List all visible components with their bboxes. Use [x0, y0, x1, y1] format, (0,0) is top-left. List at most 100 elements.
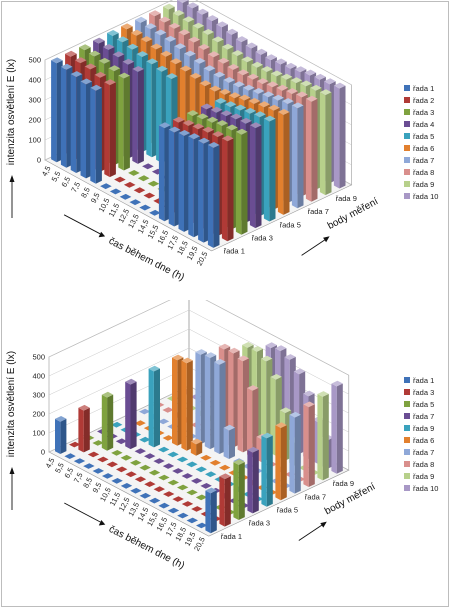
bar-top — [247, 385, 259, 391]
bar-top — [275, 58, 287, 65]
bar-top — [182, 120, 195, 126]
bar-top — [310, 84, 322, 91]
bar-base — [186, 489, 198, 496]
legend-label: řada 6 — [413, 436, 434, 445]
bar-top — [158, 122, 171, 129]
bar-top — [230, 113, 242, 120]
bar — [181, 357, 193, 451]
bar-base — [196, 522, 208, 529]
bar-base — [97, 456, 109, 463]
bar-base — [191, 478, 203, 484]
legend-swatch — [404, 437, 410, 443]
bar — [200, 454, 212, 461]
bar-top — [135, 16, 147, 23]
bar-top — [235, 128, 248, 135]
bar — [157, 418, 170, 425]
bar-top — [177, 0, 189, 3]
bar-top — [284, 354, 296, 360]
bar-top — [170, 58, 182, 65]
bar-top — [331, 380, 343, 387]
bar — [148, 469, 161, 476]
bar-top — [122, 58, 135, 65]
bar-side — [123, 75, 130, 171]
bar-base — [209, 459, 221, 466]
x-tick-label: 9,5 — [91, 481, 104, 494]
bar-top — [150, 43, 163, 50]
chart-top: 01002003004005004,55,56,57,58,59,510,511… — [6, 0, 438, 283]
legend-label: řada 7 — [413, 448, 434, 457]
bar-base — [142, 163, 154, 170]
y-tick-label: 0 — [37, 156, 41, 165]
bar — [162, 407, 174, 413]
bar-base — [172, 496, 184, 502]
bar-base — [195, 466, 207, 473]
bar-top — [303, 401, 315, 408]
legend-label: řada 9 — [413, 180, 434, 189]
bar-base — [102, 473, 114, 479]
bar-top — [206, 116, 219, 123]
z-axis-arrowhead — [320, 521, 327, 528]
bar-top — [188, 36, 200, 43]
bar-top — [200, 103, 213, 110]
bar-front — [263, 118, 270, 222]
bar-base — [143, 192, 156, 199]
bar-front — [172, 357, 178, 446]
legend-swatch — [404, 461, 410, 467]
bar-front — [118, 75, 124, 171]
bar-top — [266, 81, 279, 88]
bar-top — [293, 368, 306, 375]
bar — [291, 102, 304, 209]
legend-swatch — [404, 389, 410, 395]
bar-top — [214, 97, 227, 104]
bar — [64, 453, 76, 459]
bar-top — [212, 131, 224, 137]
bar-front — [233, 462, 239, 520]
bar-base — [128, 170, 140, 176]
bar-top — [136, 51, 149, 57]
bar-side — [186, 360, 193, 451]
bar-base — [69, 441, 81, 448]
bar — [219, 464, 231, 471]
bar — [177, 484, 189, 491]
bars — [51, 0, 346, 248]
bar-top — [228, 347, 240, 354]
bar-top — [178, 29, 191, 36]
bar-top — [93, 37, 105, 44]
z-axis-arrow — [301, 238, 326, 256]
bar-top — [238, 94, 251, 101]
bar-top — [255, 48, 268, 55]
bar-base — [163, 491, 175, 497]
bar-top — [168, 126, 181, 133]
bar — [123, 181, 136, 188]
bar-front — [78, 407, 84, 453]
bar-base — [120, 483, 133, 489]
bar — [134, 476, 147, 483]
bar-front — [223, 427, 229, 459]
y-tick-label: 300 — [28, 96, 41, 105]
bar — [303, 401, 315, 487]
bar-base — [195, 494, 208, 501]
bar — [149, 497, 161, 504]
bar — [196, 522, 208, 529]
bar-base — [111, 421, 123, 428]
bar — [181, 501, 194, 507]
bar-base — [153, 458, 165, 464]
bar-top — [314, 73, 326, 80]
bar-top — [60, 63, 73, 70]
bar-top — [210, 106, 223, 113]
bar — [153, 486, 165, 492]
bar-side — [339, 85, 346, 189]
bar-top — [198, 44, 210, 50]
bar-top — [219, 88, 231, 95]
bar — [87, 451, 100, 458]
bar-front — [261, 435, 267, 507]
bar-base — [158, 502, 170, 509]
bar-top — [247, 446, 259, 453]
bar — [153, 458, 165, 464]
bar-top — [146, 58, 158, 65]
bar — [162, 463, 175, 469]
bar-side — [266, 435, 273, 507]
bar-front — [249, 125, 256, 229]
bar-top — [237, 69, 249, 76]
legend-swatch — [404, 181, 410, 187]
